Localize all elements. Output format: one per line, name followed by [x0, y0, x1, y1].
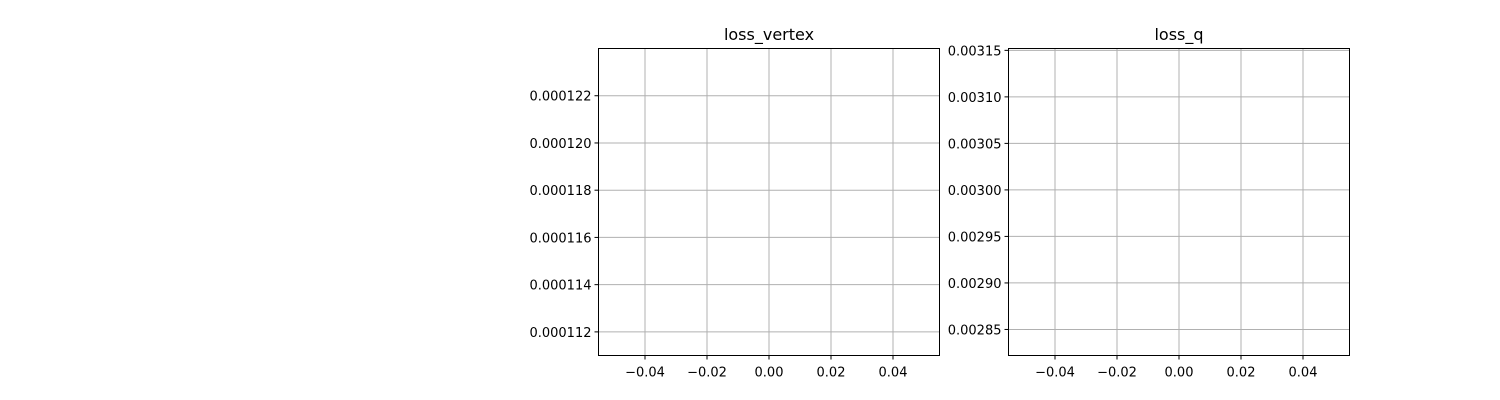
- y-tick-label: 0.00305: [948, 137, 1002, 152]
- chart-loss-vertex: loss_vertex −0.04 −0.02 0.00 0.02 0.04 0.000…: [529, 25, 940, 381]
- y-tick-label: 0.000112: [529, 326, 591, 341]
- grid: [1008, 48, 1350, 356]
- grid: [598, 48, 940, 356]
- y-tick-label: 0.000120: [529, 137, 591, 152]
- x-tick-label: −0.04: [625, 366, 665, 381]
- y-tick-label: 0.00285: [948, 323, 1002, 338]
- x-tick-label: 0.00: [1165, 366, 1194, 381]
- y-tick-label: 0.00315: [948, 44, 1002, 59]
- x-tick-label: 0.02: [817, 366, 846, 381]
- x-tick-label: −0.02: [687, 366, 727, 381]
- chart-title: loss_q: [1154, 25, 1203, 45]
- x-tick-label: 0.04: [1289, 366, 1318, 381]
- y-axis: 0.00285 0.00290 0.00295 0.00300 0.00305 0.003…: [948, 44, 1009, 338]
- x-tick-label: 0.04: [879, 366, 908, 381]
- x-axis: −0.04 −0.02 0.00 0.02 0.04: [1035, 355, 1318, 381]
- y-tick-label: 0.000116: [529, 231, 591, 246]
- x-tick-label: −0.04: [1035, 366, 1075, 381]
- x-tick-label: 0.02: [1227, 366, 1256, 381]
- chart-loss-q: loss_q −0.04 −0.02 0.00 0.02 0.04 0.002850.0…: [948, 25, 1350, 381]
- y-tick-label: 0.00290: [948, 277, 1002, 292]
- y-tick-label: 0.000122: [529, 90, 591, 105]
- x-tick-label: −0.02: [1097, 366, 1137, 381]
- y-tick-label: 0.00300: [948, 184, 1002, 199]
- chart-title: loss_vertex: [724, 25, 814, 45]
- y-tick-label: 0.000114: [529, 279, 591, 294]
- x-tick-label: 0.00: [755, 366, 784, 381]
- y-tick-label: 0.000118: [529, 184, 591, 199]
- y-tick-label: 0.00295: [948, 230, 1002, 245]
- y-axis: 0.000112 0.000114 0.000116 0.000118 0.000120…: [529, 90, 599, 341]
- y-tick-label: 0.00310: [948, 91, 1002, 106]
- x-axis: −0.04 −0.02 0.00 0.02 0.04: [625, 355, 908, 381]
